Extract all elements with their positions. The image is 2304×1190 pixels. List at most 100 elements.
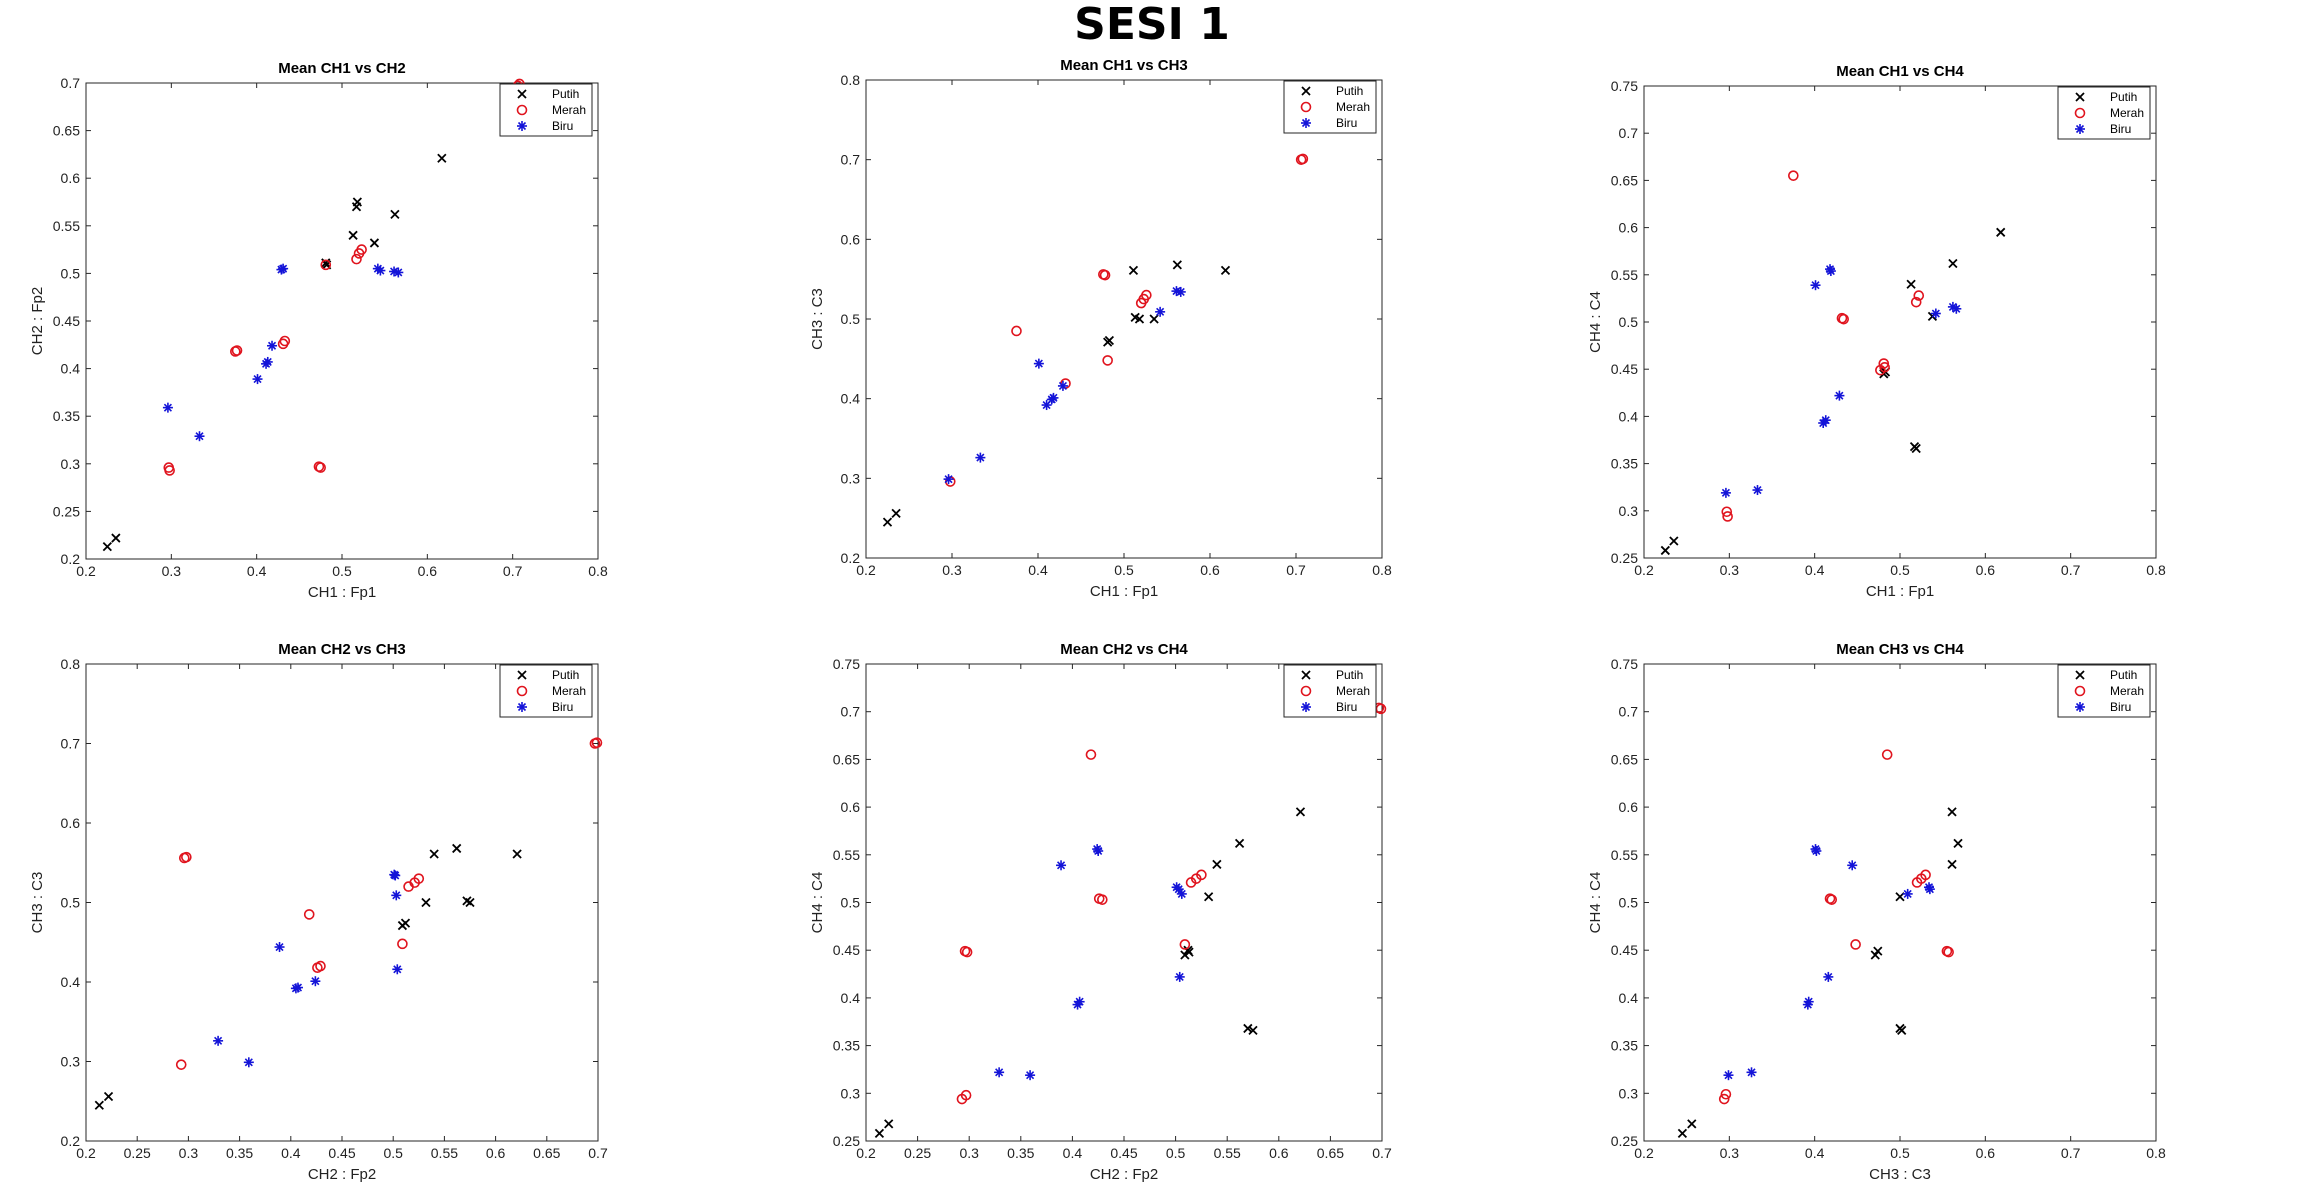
data-point-putih	[1234, 838, 1245, 848]
legend-marker-biru	[2075, 702, 2085, 712]
x-tick-label: 0.4	[1028, 562, 1048, 578]
data-point-biru	[1723, 1070, 1734, 1081]
y-tick-label: 0.75	[833, 656, 860, 672]
y-tick-label: 0.75	[1611, 78, 1638, 94]
legend-label-biru: Biru	[552, 700, 573, 714]
data-point-biru	[1951, 303, 1962, 314]
data-point-biru	[1074, 996, 1085, 1007]
legend-marker-biru	[2075, 124, 2085, 134]
y-tick-label: 0.7	[61, 736, 81, 752]
data-point-putih	[102, 541, 112, 552]
y-tick-label: 0.65	[833, 751, 860, 767]
y-tick-label: 0.8	[841, 72, 861, 88]
data-point-biru	[278, 263, 289, 274]
data-point-merah	[1196, 869, 1207, 881]
data-point-biru	[994, 1067, 1005, 1078]
data-point-biru	[1825, 266, 1836, 277]
panel-title: Mean CH3 vs CH4	[1836, 641, 1964, 658]
x-tick-label: 0.7	[503, 563, 523, 579]
data-point-putih	[111, 533, 121, 543]
x-tick-label: 0.3	[1720, 562, 1740, 578]
data-point-merah	[279, 335, 291, 347]
y-tick-label: 0.3	[61, 456, 81, 472]
y-tick-label: 0.35	[53, 408, 80, 424]
y-tick-label: 0.5	[1619, 895, 1639, 911]
panel-title: Mean CH1 vs CH4	[1836, 63, 1964, 80]
x-axis-label: CH1 : Fp1	[1866, 583, 1934, 600]
data-point-biru	[262, 356, 273, 367]
data-point-biru	[390, 870, 401, 881]
legend-box	[499, 664, 593, 718]
data-point-biru	[1752, 485, 1763, 496]
data-point-merah	[351, 253, 362, 265]
data-point-biru	[943, 474, 954, 485]
y-tick-label: 0.6	[841, 799, 861, 815]
data-point-merah	[1297, 153, 1309, 165]
x-axis-label: CH1 : Fp1	[308, 584, 376, 601]
axes-box	[1643, 663, 2157, 1142]
x-axis-label: CH3 : C3	[1869, 1166, 1931, 1183]
axes-box	[865, 663, 1383, 1142]
data-point-merah	[1879, 362, 1890, 373]
data-point-merah	[315, 960, 326, 972]
y-tick-label: 0.65	[53, 123, 80, 139]
y-tick-label: 0.7	[1619, 125, 1639, 141]
y-tick-label: 0.3	[1619, 1085, 1639, 1101]
data-point-putih	[1996, 227, 2006, 237]
series-biru	[943, 286, 1186, 485]
legend-label-biru: Biru	[2110, 700, 2131, 714]
data-point-biru	[1057, 380, 1068, 391]
data-point-merah	[231, 345, 243, 356]
data-point-merah	[1179, 939, 1191, 950]
data-point-putih	[429, 849, 439, 859]
legend-marker-merah	[1300, 101, 1312, 113]
data-point-biru	[975, 452, 986, 463]
x-tick-label: 0.3	[162, 563, 182, 579]
data-point-biru	[393, 267, 404, 278]
y-tick-label: 0.35	[833, 1038, 860, 1054]
legend-label-merah: Merah	[2110, 684, 2144, 698]
legend-label-merah: Merah	[2110, 106, 2144, 120]
legend-marker-putih	[2075, 92, 2085, 102]
series-biru	[1723, 844, 1935, 1081]
data-point-putih	[1897, 1025, 1907, 1035]
data-point-putih	[1947, 859, 1957, 869]
legend-box	[2057, 664, 2151, 718]
data-point-biru	[1823, 971, 1834, 982]
data-point-merah	[1838, 313, 1849, 325]
panel-title: Mean CH2 vs CH3	[278, 641, 406, 658]
legend-marker-putih	[2075, 670, 2085, 680]
data-point-biru	[1746, 1067, 1757, 1078]
x-tick-label: 0.25	[904, 1145, 931, 1161]
legend-box	[1283, 80, 1377, 134]
x-tick-label: 0.2	[856, 1145, 876, 1161]
data-point-putih	[1660, 545, 1670, 556]
series-putih	[1677, 807, 1963, 1139]
data-point-putih	[512, 849, 522, 859]
data-point-merah	[1943, 946, 1954, 958]
data-point-putih	[1895, 892, 1905, 902]
x-tick-label: 0.5	[1114, 562, 1134, 578]
data-point-putih	[882, 517, 893, 527]
data-point-merah	[1099, 269, 1111, 281]
data-point-biru	[1902, 888, 1913, 899]
legend-marker-merah	[2074, 107, 2086, 119]
x-tick-label: 0.3	[942, 562, 962, 578]
legend: Putih Merah Biru	[499, 83, 593, 137]
data-point-biru	[1033, 358, 1044, 369]
data-point-putih	[400, 918, 411, 928]
data-point-biru	[1810, 280, 1821, 291]
legend-box	[2057, 86, 2151, 140]
data-point-putih	[1947, 807, 1957, 817]
legend-label-merah: Merah	[552, 684, 586, 698]
data-point-biru	[1924, 884, 1935, 895]
y-axis-label: CH4 : C4	[1587, 291, 1604, 353]
y-axis-label: CH3 : C3	[29, 872, 46, 934]
x-tick-label: 0.6	[486, 1145, 506, 1161]
series-merah	[956, 702, 1387, 1105]
legend-marker-putih	[1301, 670, 1311, 680]
data-point-putih	[1906, 279, 1916, 289]
x-tick-label: 0.7	[2061, 1145, 2081, 1161]
y-tick-label: 0.6	[841, 231, 861, 247]
x-tick-label: 0.5	[383, 1145, 403, 1161]
